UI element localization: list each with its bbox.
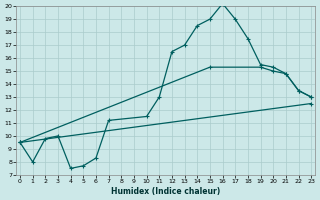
X-axis label: Humidex (Indice chaleur): Humidex (Indice chaleur)	[111, 187, 220, 196]
